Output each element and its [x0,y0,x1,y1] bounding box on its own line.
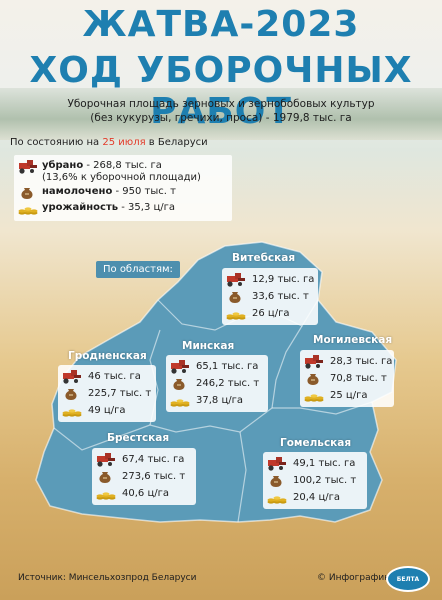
combine-harvester-icon [305,354,323,369]
region-yield: 25 ц/га [330,390,368,401]
region-grain: 100,2 тыс. т [293,475,357,486]
summary-stats: убрано - 268,8 тыс. га (13,6% к уборочно… [14,155,232,221]
region-area-row: 12,9 тыс. га [226,271,314,288]
region-area: 65,1 тыс. га [196,361,259,372]
region-yield-row: 49 ц/га [62,402,152,419]
region-card-vitebsk: 12,9 тыс. га 33,6 тыс. т 26 ц/га [222,268,318,325]
region-card-minsk: 65,1 тыс. га 246,2 тыс. т 37,8 ц/га [166,355,268,412]
date-line: По состоянию на 25 июля в Беларуси [10,137,222,148]
date-suffix: в Беларуси [145,137,208,148]
date-value: 25 июля [102,137,146,148]
region-grain-row: 225,7 тыс. т [62,385,152,402]
region-area-row: 28,3 тыс. га [304,353,393,370]
region-area-row: 65,1 тыс. га [170,358,264,375]
source-note: Источник: Минсельхозпрод Беларуси [18,573,197,583]
region-grain: 225,7 тыс. т [88,388,152,399]
stat-harvested: убрано - 268,8 тыс. га (13,6% к уборочно… [18,160,228,184]
combine-harvester-icon [227,272,245,287]
region-card-grodno: 46 тыс. га 225,7 тыс. т 49 ц/га [58,365,156,422]
region-name-grodno: Гродненская [68,350,147,362]
region-name-brest: Брестская [107,432,170,444]
region-yield: 26 ц/га [252,308,290,319]
region-card-gomel: 49,1 тыс. га 100,2 тыс. т 20,4 ц/га [263,452,367,509]
coins-icon [96,491,116,500]
by-regions-label: По областям: [96,261,180,278]
region-yield-row: 25 ц/га [304,387,390,404]
yield-label: урожайность [42,202,119,213]
combine-harvester-icon [97,452,115,467]
summary-panel: По состоянию на 25 июля в Беларуси убран… [8,137,232,237]
region-grain-row: 246,2 тыс. т [170,375,264,392]
region-grain-row: 273,6 тыс. т [96,468,192,485]
region-yield-row: 40,6 ц/га [96,485,192,502]
region-area: 12,9 тыс. га [252,274,315,285]
region-area: 46 тыс. га [88,371,141,382]
region-card-brest: 67,4 тыс. га 273,6 тыс. т 40,6 ц/га [92,448,196,505]
region-yield-row: 37,8 ц/га [170,392,264,409]
grain-sack-icon [172,378,186,390]
stat-threshed: намолочено - 950 тыс. т [18,186,228,200]
region-grain: 246,2 тыс. т [196,378,260,389]
region-area-row: 67,4 тыс. га [96,451,192,468]
harvested-label: убрано [42,160,84,171]
region-area: 28,3 тыс. га [330,356,393,367]
region-yield: 37,8 ц/га [196,395,244,406]
subtitle-line-1: Уборочная площадь зерновых и зернобобовы… [67,98,375,110]
region-area-row: 46 тыс. га [62,368,152,385]
grain-sack-icon [228,291,242,303]
stat-yield-text: урожайность - 35,3 ц/га [42,202,175,214]
yield-value: - 35,3 ц/га [118,202,176,213]
region-yield: 20,4 ц/га [293,492,341,503]
region-name-minsk: Минская [182,340,235,352]
region-area: 67,4 тыс. га [122,454,185,465]
region-name-gomel: Гомельская [280,437,352,449]
stat-threshed-text: намолочено - 950 тыс. т [42,186,176,198]
region-yield: 40,6 ц/га [122,488,170,499]
harvested-value: - 268,8 тыс. га [83,160,162,171]
region-grain: 273,6 тыс. т [122,471,186,482]
coins-icon [62,408,82,417]
region-name-mogilev: Могилевская [313,334,393,346]
region-yield-row: 20,4 ц/га [267,489,363,506]
region-grain-row: 70,8 тыс. т [304,370,390,387]
grain-sack-icon [98,471,112,483]
stat-harvested-text: убрано - 268,8 тыс. га (13,6% к уборочно… [42,160,201,184]
threshed-label: намолочено [42,186,113,197]
copyright-note: © Инфографика [317,573,396,583]
coins-icon [226,311,246,320]
combine-harvester-icon [63,369,81,384]
coins-icon [304,393,324,402]
region-grain-row: 33,6 тыс. т [226,288,314,305]
region-name-vitebsk: Витебская [232,252,296,264]
forest-background [0,88,442,140]
region-card-mogilev: 28,3 тыс. га 70,8 тыс. т 25 ц/га [300,350,394,407]
region-yield-row: 26 ц/га [226,305,314,322]
grain-sack-icon [306,373,320,385]
region-grain-row: 100,2 тыс. т [267,472,363,489]
title-line-1: ЖАТВА-2023 [82,4,360,45]
region-area-row: 49,1 тыс. га [267,455,363,472]
grain-sack-icon [64,388,78,400]
coins-icon [267,495,287,504]
combine-harvester-icon [268,456,286,471]
grain-sack-icon [269,475,283,487]
region-grain: 33,6 тыс. т [252,291,309,302]
harvested-note: (13,6% к уборочной площади) [42,172,201,183]
region-area: 49,1 тыс. га [293,458,356,469]
subtitle-line-2: (без кукурузы, гречихи, проса) - 1979,8 … [90,112,352,124]
threshed-value: - 950 тыс. т [112,186,176,197]
region-yield: 49 ц/га [88,405,126,416]
stat-yield: урожайность - 35,3 ц/га [18,202,228,216]
title-line-2: ХОД УБОРОЧНЫХ РАБОТ [29,50,413,132]
region-grain: 70,8 тыс. т [330,373,387,384]
subtitle: Уборочная площадь зерновых и зернобобовы… [0,97,442,125]
combine-harvester-icon [171,359,189,374]
date-prefix: По состоянию на [10,137,103,148]
belta-logo: БЕЛТА [386,566,430,592]
coins-icon [170,398,190,407]
